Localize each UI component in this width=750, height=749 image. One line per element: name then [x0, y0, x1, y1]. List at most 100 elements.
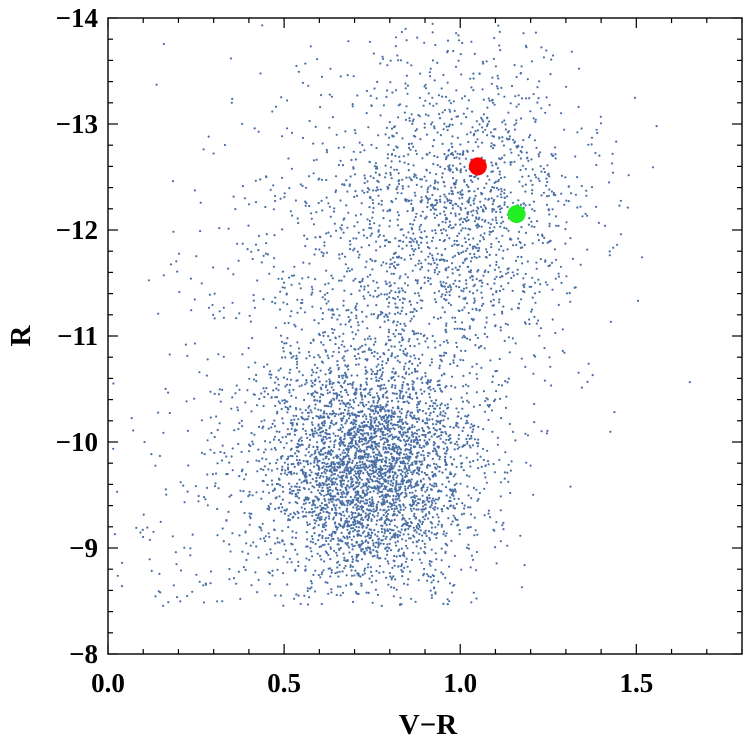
- cloud-point: [371, 555, 374, 558]
- cloud-point: [382, 57, 385, 61]
- cloud-point: [273, 528, 276, 531]
- cloud-point: [403, 582, 406, 585]
- cloud-point: [493, 471, 496, 474]
- cloud-point: [377, 286, 380, 289]
- cloud-point: [174, 551, 177, 554]
- cloud-point: [495, 85, 499, 88]
- cloud-point: [270, 373, 273, 376]
- cloud-point: [241, 353, 244, 356]
- cloud-point: [388, 465, 391, 468]
- cloud-point: [464, 415, 467, 418]
- cloud-point: [391, 443, 395, 446]
- cloud-point: [297, 418, 300, 421]
- cloud-point: [398, 179, 401, 182]
- cloud-point: [430, 240, 434, 243]
- cloud-point: [442, 424, 445, 427]
- cloud-point: [435, 247, 438, 250]
- cloud-point: [421, 427, 424, 430]
- cloud-point: [311, 537, 314, 541]
- cloud-point: [459, 53, 462, 56]
- cloud-point: [309, 481, 312, 484]
- cloud-point: [294, 493, 297, 496]
- cloud-point: [460, 568, 463, 571]
- cloud-point: [402, 533, 405, 536]
- cloud-point: [287, 157, 290, 160]
- cloud-point: [254, 243, 258, 246]
- cloud-point: [344, 564, 347, 568]
- cloud-point: [385, 576, 388, 579]
- cloud-point: [370, 143, 373, 146]
- cloud-point: [454, 490, 457, 493]
- cloud-point: [468, 243, 472, 246]
- cloud-point: [456, 152, 459, 155]
- cloud-point: [412, 526, 415, 529]
- cloud-point: [521, 262, 524, 265]
- cloud-point: [387, 328, 390, 331]
- cloud-point: [171, 535, 174, 538]
- cloud-point: [437, 94, 440, 97]
- cloud-point: [343, 556, 346, 559]
- cloud-point: [313, 461, 316, 464]
- cloud-point: [355, 555, 358, 559]
- cloud-point: [462, 150, 465, 153]
- cloud-point: [426, 201, 429, 204]
- cloud-point: [313, 432, 316, 435]
- cloud-point: [336, 526, 339, 529]
- cloud-point: [338, 399, 341, 402]
- cloud-point: [444, 213, 447, 216]
- cloud-point: [426, 241, 429, 244]
- cloud-point: [350, 538, 353, 541]
- cloud-point: [301, 298, 304, 301]
- cloud-point: [418, 558, 421, 561]
- cloud-point: [448, 199, 451, 202]
- cloud-point: [263, 540, 266, 543]
- cloud-point: [375, 416, 378, 419]
- cloud-point: [323, 420, 326, 423]
- cloud-point: [375, 461, 378, 464]
- cloud-point: [319, 369, 322, 372]
- cloud-point: [278, 402, 282, 405]
- cloud-point: [213, 317, 216, 320]
- cloud-point: [361, 455, 364, 458]
- cloud-point: [473, 197, 476, 200]
- cloud-point: [416, 466, 419, 469]
- cloud-point: [394, 312, 397, 316]
- cloud-point: [390, 289, 393, 292]
- cloud-point: [414, 489, 417, 492]
- cloud-point: [346, 504, 349, 507]
- cloud-point: [436, 263, 439, 266]
- cloud-point: [303, 594, 306, 597]
- cloud-point: [426, 245, 429, 249]
- cloud-point: [325, 455, 328, 458]
- cloud-point: [373, 515, 376, 518]
- cloud-point: [330, 448, 333, 452]
- cloud-point: [384, 537, 387, 541]
- cloud-point: [447, 438, 450, 442]
- cloud-point: [379, 438, 382, 441]
- cloud-point: [274, 105, 278, 108]
- cloud-point: [373, 222, 376, 225]
- cloud-point: [387, 562, 390, 565]
- cloud-point: [352, 436, 355, 439]
- cloud-point: [363, 413, 366, 416]
- cloud-point: [476, 499, 479, 502]
- cloud-point: [186, 490, 189, 493]
- cloud-point: [375, 424, 378, 427]
- cloud-point: [388, 495, 391, 498]
- cloud-point: [445, 206, 448, 210]
- cloud-point: [424, 340, 427, 343]
- cloud-point: [522, 32, 525, 35]
- cloud-point: [388, 532, 392, 535]
- cloud-point: [405, 105, 408, 108]
- cloud-point: [400, 309, 403, 313]
- cloud-point: [327, 368, 330, 371]
- cloud-point: [306, 545, 309, 548]
- cloud-point: [440, 431, 443, 434]
- cloud-point: [394, 371, 397, 374]
- cloud-point: [199, 230, 202, 233]
- cloud-point: [353, 474, 356, 477]
- cloud-point: [424, 546, 427, 549]
- cloud-point: [298, 459, 301, 462]
- cloud-point: [331, 410, 334, 413]
- cloud-point: [470, 434, 473, 438]
